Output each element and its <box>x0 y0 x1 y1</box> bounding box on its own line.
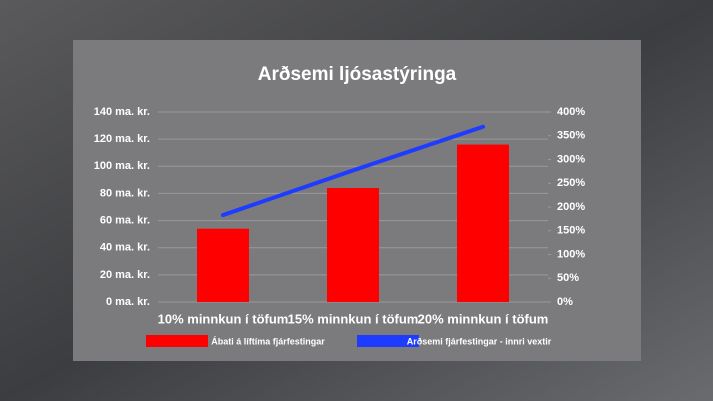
y2-tick-label: 0% <box>557 296 573 308</box>
line <box>221 124 485 218</box>
y-tick-label: 140 ma. kr. <box>94 106 150 118</box>
bar <box>457 144 509 302</box>
y2-tick-label: 50% <box>557 272 579 284</box>
y2-tick-label: 100% <box>557 248 585 260</box>
legend-label: Arðsemi fjárfestingar - innri vextir <box>407 336 552 346</box>
y2-tick-label: 150% <box>557 225 585 237</box>
legend-swatch <box>146 335 208 347</box>
y-tick-label: 40 ma. kr. <box>100 242 150 254</box>
y-tick-label: 100 ma. kr. <box>94 160 150 172</box>
y2-tick-label: 350% <box>557 130 585 142</box>
y2-tick-label: 200% <box>557 201 585 213</box>
legend-label: Ábati á líftíma fjárfestingar <box>211 336 325 346</box>
y2-tick-label: 300% <box>557 153 585 165</box>
y-tick-label: 20 ma. kr. <box>100 269 150 281</box>
y-tick-label: 80 ma. kr. <box>100 187 150 199</box>
x-tick-label: 15% minnkun í töfum <box>288 311 419 326</box>
y2-tick-label: 400% <box>557 106 585 118</box>
y-tick-label: 0 ma. kr. <box>106 296 150 308</box>
x-tick-label: 20% minnkun í töfum <box>418 311 549 326</box>
y-tick-label: 120 ma. kr. <box>94 133 150 145</box>
bar <box>327 188 379 302</box>
y-tick-label: 60 ma. kr. <box>100 214 150 226</box>
y2-tick-label: 250% <box>557 177 585 189</box>
x-tick-label: 10% minnkun í töfum <box>158 311 289 326</box>
bar <box>197 228 249 302</box>
legend-swatch <box>357 335 419 347</box>
chart-title: Arðsemi ljósastýringa <box>258 64 457 85</box>
